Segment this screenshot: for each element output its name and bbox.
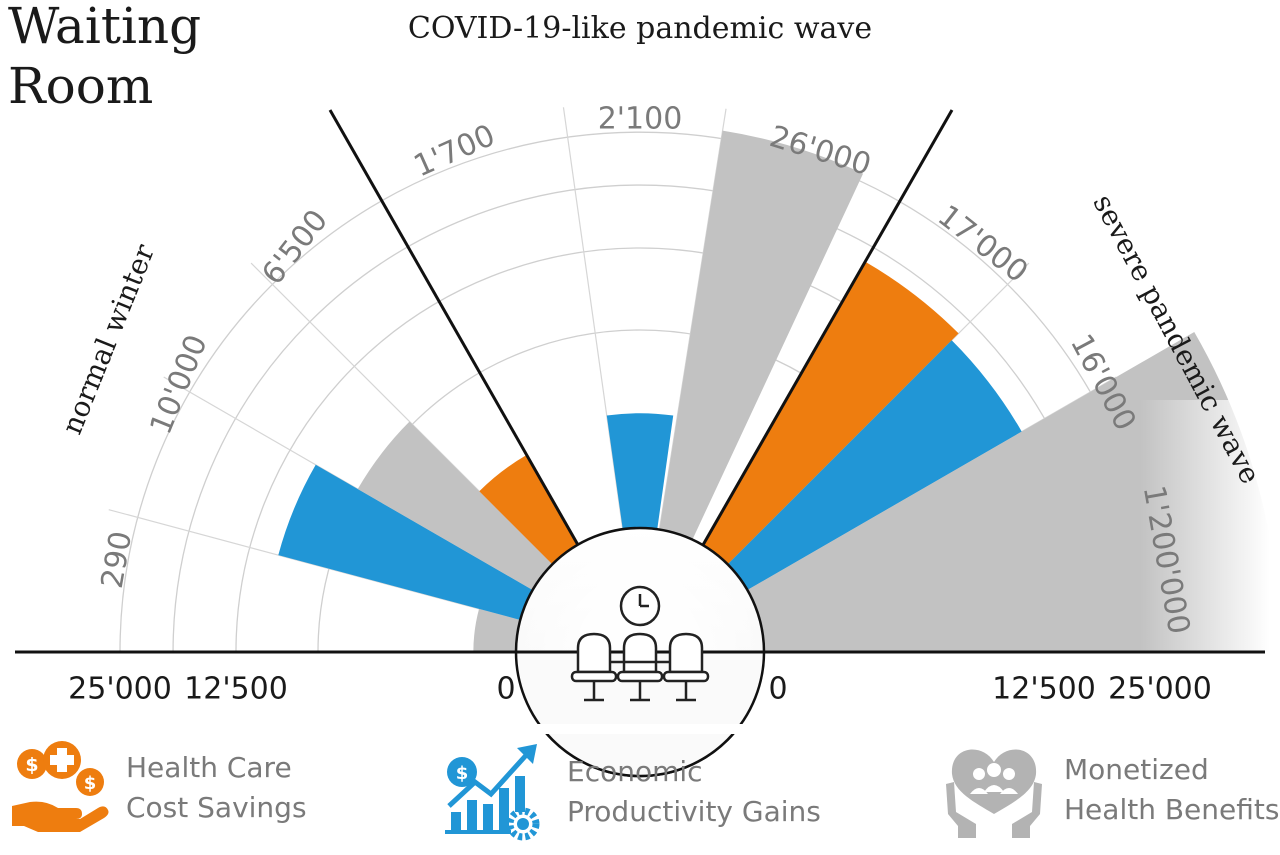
health-care-cost-savings-icon: $ $ (12, 741, 109, 832)
bar-2-100-economic-productivity-gains (606, 413, 674, 534)
scenario-divider-1 (328, 109, 580, 546)
svg-text:$: $ (84, 773, 97, 794)
bar-1-700-health-care-cost-savings (479, 455, 580, 568)
legend-item-economic: $ Economic Productivity Gains (445, 742, 821, 842)
svg-text:$: $ (456, 763, 469, 784)
hub-lower-half (514, 651, 766, 778)
scenario-divider-2 (701, 109, 954, 546)
hub-bottom-trim (500, 724, 780, 734)
overlay-layer (0, 109, 1280, 778)
value-label-1-700: 1'700 (409, 118, 501, 184)
bar-17-000-health-care-cost-savings (700, 261, 959, 568)
scenario-label-covid-19-like-pandemic-wave: COVID-19-like pandemic wave (408, 11, 872, 46)
svg-text:$: $ (25, 754, 38, 776)
legend-label-health-care: Health Care Cost Savings (126, 751, 307, 824)
axis-tick-right-12-500: 12'500 (992, 672, 1096, 707)
bar-fade-overlay (1140, 400, 1280, 652)
chart-title: Waiting Room (8, 0, 202, 115)
axis-tick-left-12-500: 12'500 (184, 672, 288, 707)
legend-label-monetized: Monetized Health Benefits (1064, 753, 1280, 826)
value-label-290: 290 (95, 529, 139, 591)
scenario-label-normal-winter: normal winter (55, 239, 161, 439)
bar-290-monetized-health-benefits (473, 608, 525, 652)
value-label-2-100: 2'100 (598, 102, 683, 137)
axis-tick-right-0: 0 (768, 672, 787, 707)
waiting-room-seats-with-clock-icon (570, 585, 710, 702)
bar-26-000-monetized-health-benefits (658, 130, 864, 544)
bar-6-500-monetized-health-benefits (357, 421, 556, 592)
economic-productivity-gains-icon: $ (445, 744, 540, 841)
monetized-health-benefits-icon (946, 749, 1042, 838)
axis-tick-left-0: 0 (496, 672, 515, 707)
legend-item-monetized: Monetized Health Benefits (944, 740, 1279, 840)
axis-tick-left-25-000: 25'000 (68, 672, 172, 707)
value-label-17-000: 17'000 (931, 199, 1034, 290)
sector-layer (278, 130, 1280, 652)
axis-tick-right-25-000: 25'000 (1108, 672, 1212, 707)
value-label-10-000: 10'000 (143, 330, 214, 439)
grid-spoke-4 (562, 107, 624, 530)
bar-10-000-economic-productivity-gains (278, 464, 537, 621)
legend-label-economic: Economic Productivity Gains (567, 755, 821, 828)
legend-item-health-care: $ $ Health Care Cost Savings (10, 740, 307, 836)
value-label-6-500: 6'500 (255, 203, 335, 291)
bar-16-000-economic-productivity-gains (724, 340, 1022, 592)
